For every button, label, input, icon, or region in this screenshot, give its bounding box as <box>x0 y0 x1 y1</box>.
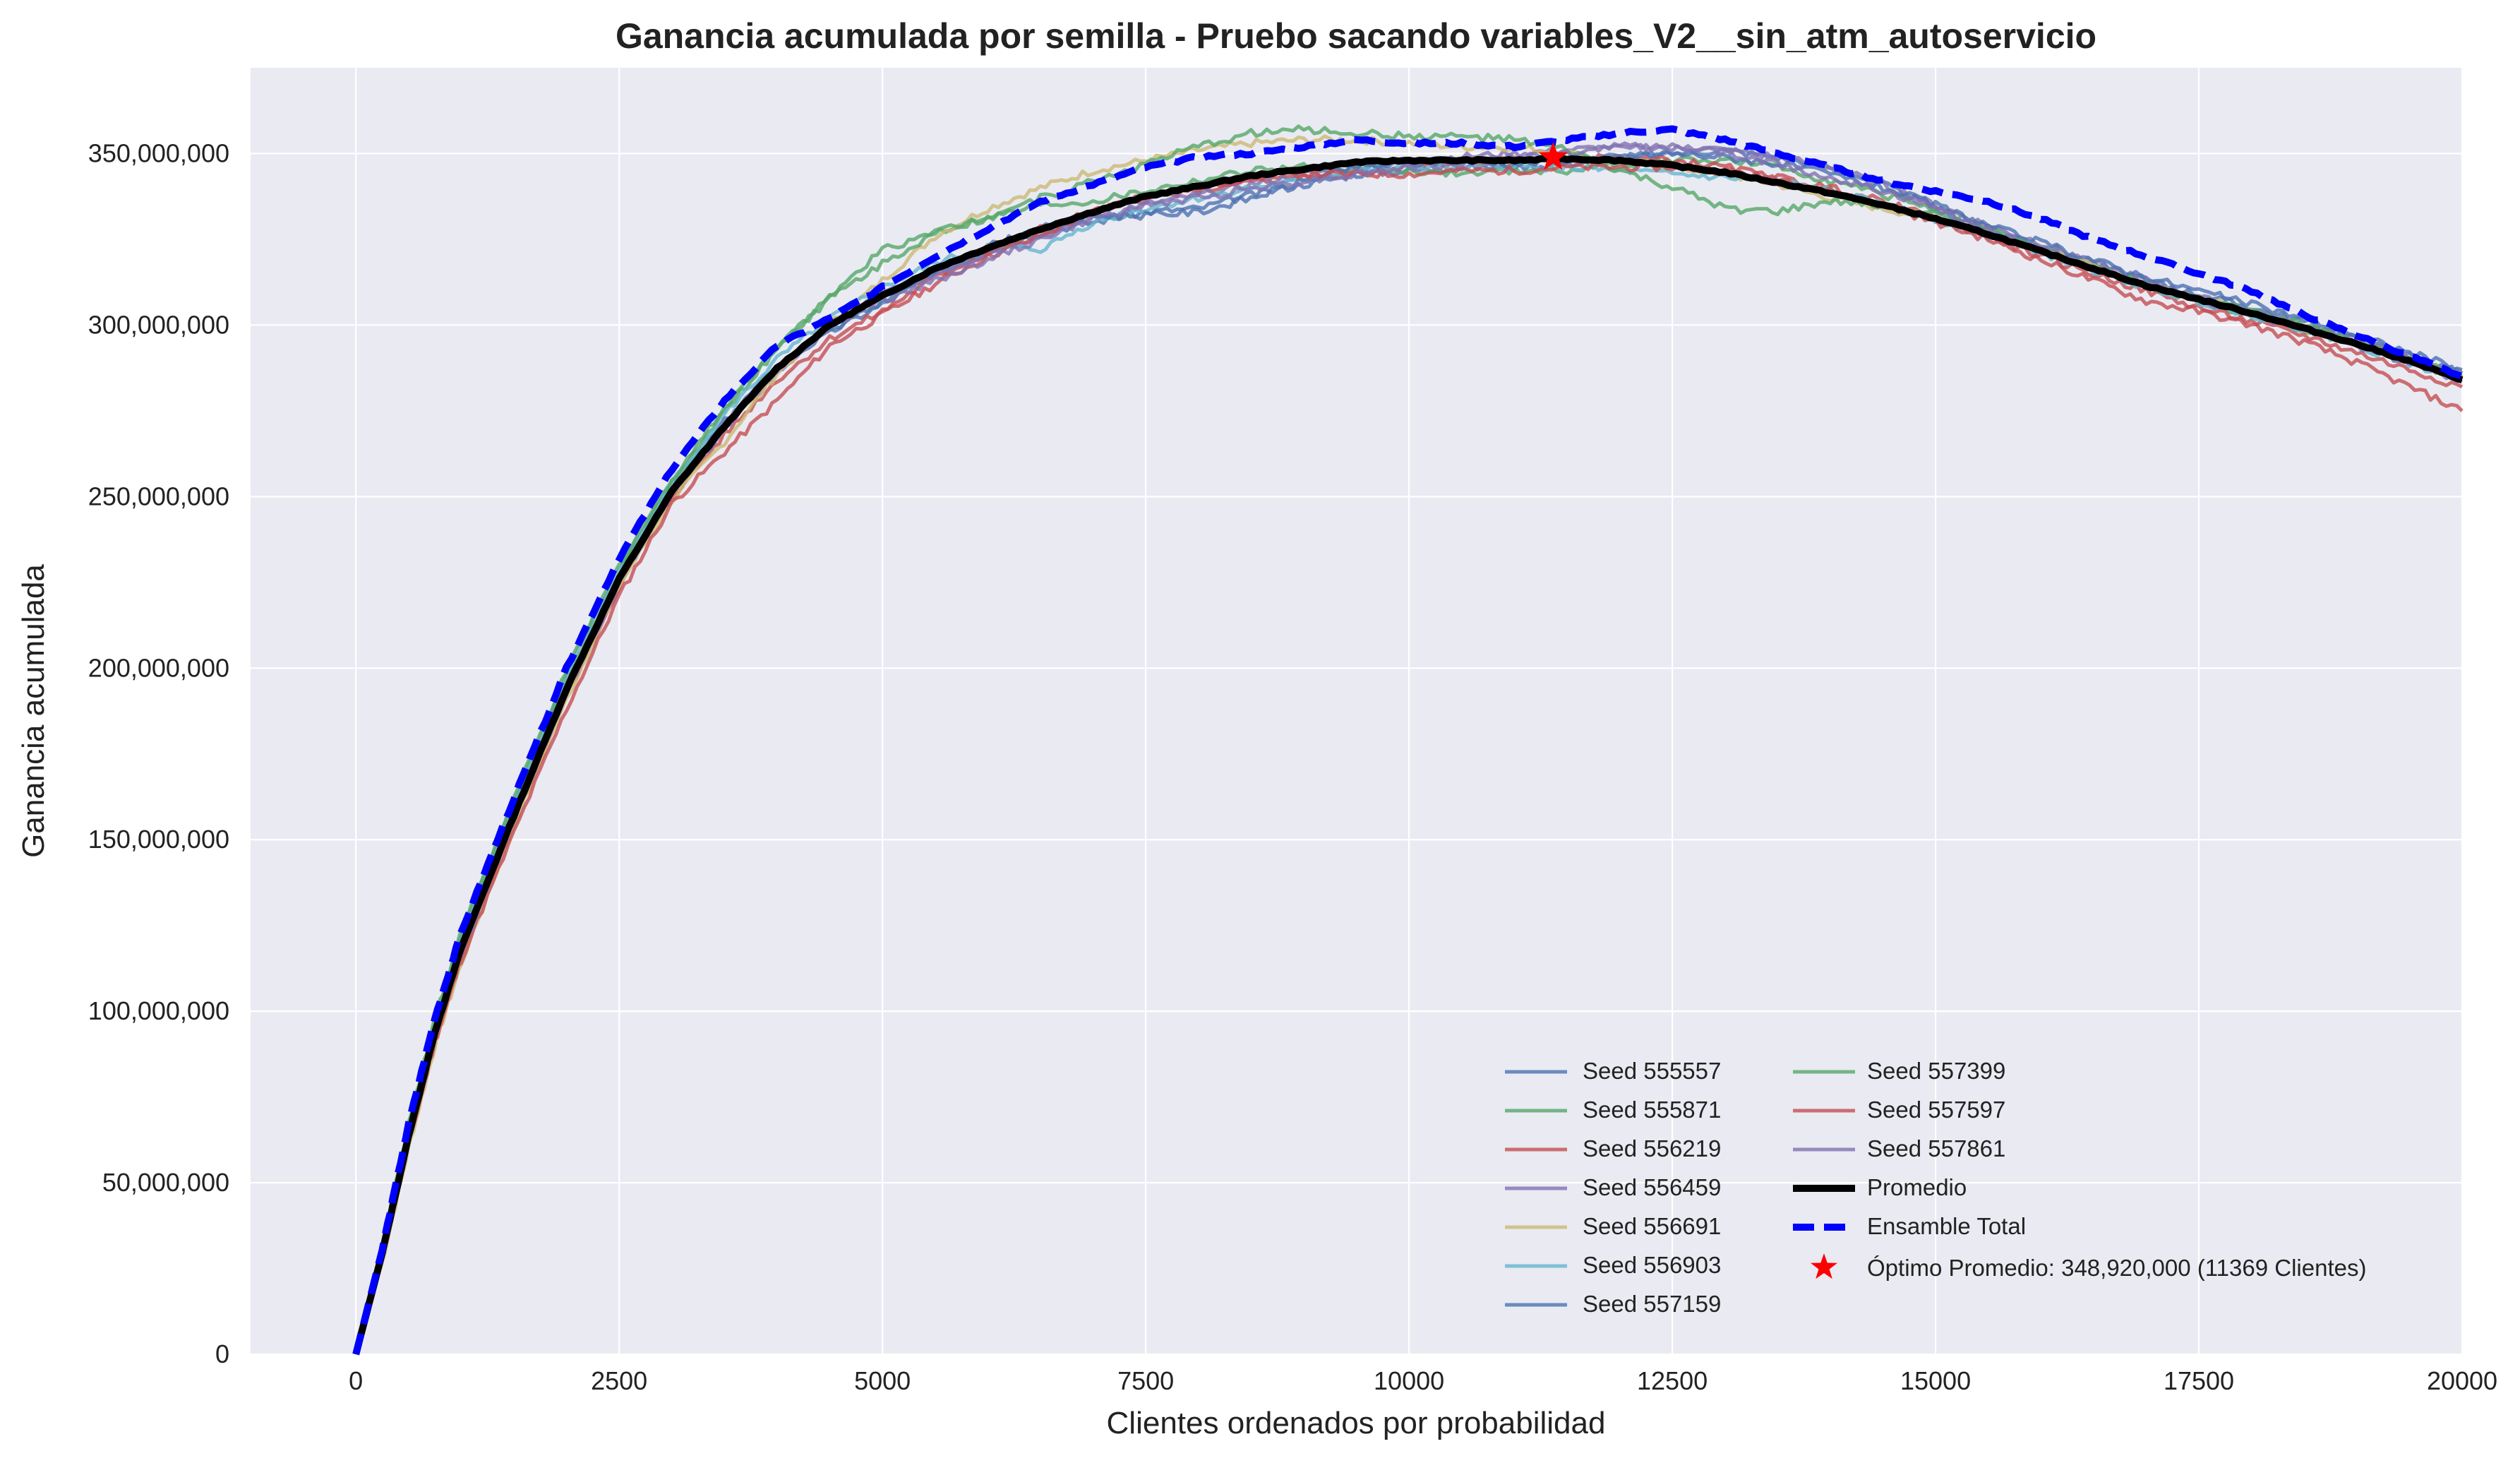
y-tick-label: 200,000,000 <box>88 653 229 682</box>
legend-label-optimum: Óptimo Promedio: 348,920,000 (11369 Clie… <box>1867 1255 2366 1281</box>
legend: Seed 555557 Seed 555871 Seed 556219 Seed 55… <box>1505 1058 2366 1317</box>
y-tick-label: 50,000,000 <box>102 1168 229 1197</box>
legend-label: Seed 557159 <box>1583 1291 1721 1317</box>
x-tick-label: 0 <box>349 1366 363 1395</box>
x-axis-label: Clientes ordenados por probabilidad <box>1107 1406 1606 1440</box>
optimum-star <box>1538 141 1568 170</box>
chart-title: Ganancia acumulada por semilla - Pruebo … <box>616 16 2096 56</box>
legend-label: Seed 557597 <box>1867 1097 2005 1123</box>
y-tick-label: 0 <box>215 1339 229 1368</box>
legend-label: Seed 557861 <box>1867 1135 2005 1162</box>
x-tick-label: 12500 <box>1637 1366 1708 1395</box>
series-line-ensamble-total <box>352 125 2464 1356</box>
y-tick-label: 300,000,000 <box>88 310 229 339</box>
x-tick-label: 20000 <box>2427 1366 2497 1395</box>
legend-label: Seed 555557 <box>1583 1058 1721 1084</box>
x-tick-label: 5000 <box>854 1366 911 1395</box>
y-tick-label: 150,000,000 <box>88 825 229 854</box>
x-tick-label: 7500 <box>1117 1366 1174 1395</box>
legend-label: Promedio <box>1867 1174 1967 1200</box>
series-lines <box>352 124 2464 1356</box>
x-tick-label: 15000 <box>1900 1366 1971 1395</box>
x-tick-label: 10000 <box>1374 1366 1444 1395</box>
y-tick-label: 350,000,000 <box>88 138 229 167</box>
x-tick-label: 17500 <box>2164 1366 2234 1395</box>
legend-label: Seed 557399 <box>1867 1058 2005 1084</box>
legend-label: Seed 556459 <box>1583 1174 1721 1200</box>
y-axis-label: Ganancia acumulada <box>16 564 51 858</box>
legend-label: Ensamble Total <box>1867 1213 2026 1239</box>
y-tick-label: 100,000,000 <box>88 996 229 1025</box>
legend-star-swatch <box>1811 1253 1837 1279</box>
x-tick-labels: 0 2500 5000 7500 10000 12500 15000 17500 20000 <box>349 1366 2497 1395</box>
legend-label: Seed 556903 <box>1583 1252 1721 1278</box>
series-line-promedio <box>352 155 2464 1356</box>
legend-label: Seed 555871 <box>1583 1097 1721 1123</box>
legend-label: Seed 556691 <box>1583 1213 1721 1239</box>
optimum-marker <box>1538 141 1568 170</box>
legend-label: Seed 556219 <box>1583 1135 1721 1162</box>
grid <box>251 68 2464 1356</box>
y-tick-label: 250,000,000 <box>88 482 229 510</box>
plot-area <box>251 68 2462 1354</box>
x-tick-label: 2500 <box>591 1366 647 1395</box>
y-tick-labels: 0 50,000,000 100,000,000 150,000,000 200,000… <box>88 138 229 1368</box>
